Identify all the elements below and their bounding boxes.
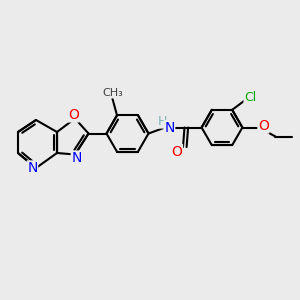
Text: N: N (164, 121, 175, 134)
Text: O: O (68, 108, 79, 122)
Text: Cl: Cl (244, 91, 256, 104)
Text: H: H (157, 115, 167, 128)
Text: CH₃: CH₃ (102, 88, 123, 98)
Text: N: N (71, 151, 82, 165)
Text: O: O (172, 145, 182, 158)
Text: O: O (258, 119, 269, 133)
Text: N: N (27, 161, 38, 175)
